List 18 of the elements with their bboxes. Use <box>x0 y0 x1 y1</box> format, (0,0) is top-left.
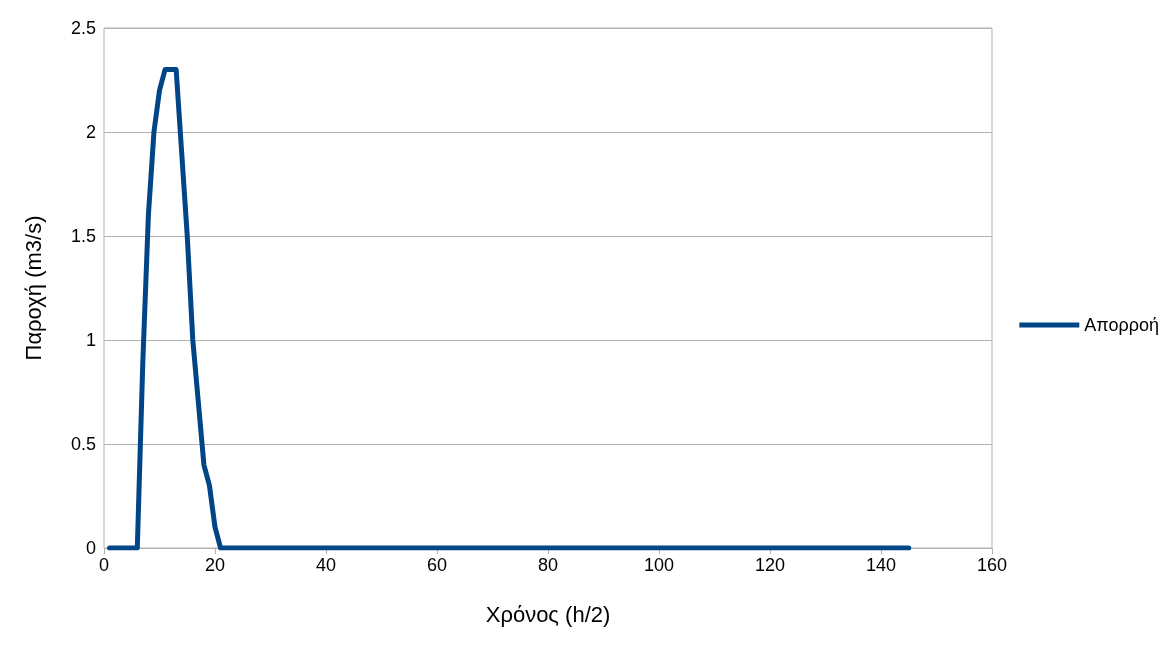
y-tick-label: 2.5 <box>70 18 96 38</box>
x-tick-label: 160 <box>976 555 1008 575</box>
x-axis-title: Χρόνος (h/2) <box>485 601 611 627</box>
y-tick-label: 0 <box>85 538 96 558</box>
y-tick-label: 1 <box>85 330 96 350</box>
x-tick-label: 20 <box>204 555 226 575</box>
x-tick-label: 60 <box>426 555 448 575</box>
y-tick-label: 2 <box>85 122 96 142</box>
y-axis-title: Παροχή (m3/s) <box>20 215 46 361</box>
x-tick-label: 140 <box>865 555 897 575</box>
x-tick-label: 0 <box>98 555 110 575</box>
x-tick-label: 80 <box>537 555 559 575</box>
y-tick-label: 1.5 <box>70 226 96 246</box>
x-tick-label: 40 <box>315 555 337 575</box>
legend-label: Απορροή <box>1084 315 1160 335</box>
y-tick-label: 0.5 <box>70 434 96 454</box>
x-tick-label: 100 <box>643 555 675 575</box>
x-tick-label: 120 <box>754 555 786 575</box>
